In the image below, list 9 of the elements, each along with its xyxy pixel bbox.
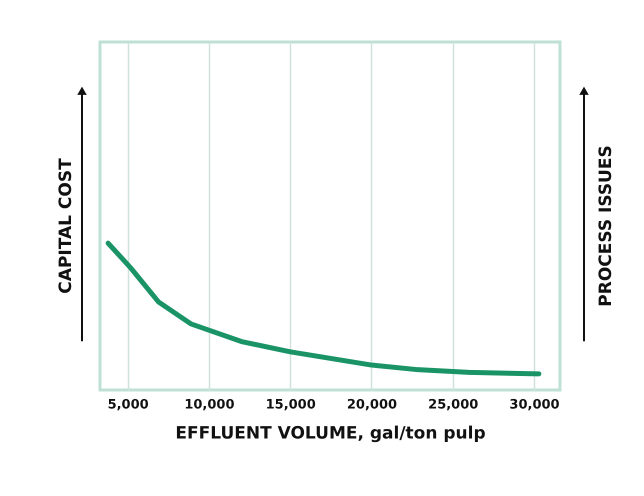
x-axis-title: EFFLUENT VOLUME, gal/ton pulp xyxy=(175,424,486,444)
x-tick-label: 10,000 xyxy=(184,398,234,412)
x-tick-label: 25,000 xyxy=(428,398,478,412)
x-tick-label: 5,000 xyxy=(108,398,149,412)
y-axis-title: CAPITAL COST xyxy=(56,158,76,294)
x-tick-label: 20,000 xyxy=(346,398,398,412)
x-tick-label: 15,000 xyxy=(266,398,316,412)
x-tick-label: 30,000 xyxy=(509,398,560,412)
y2-axis-title: PROCESS ISSUES xyxy=(596,145,616,307)
